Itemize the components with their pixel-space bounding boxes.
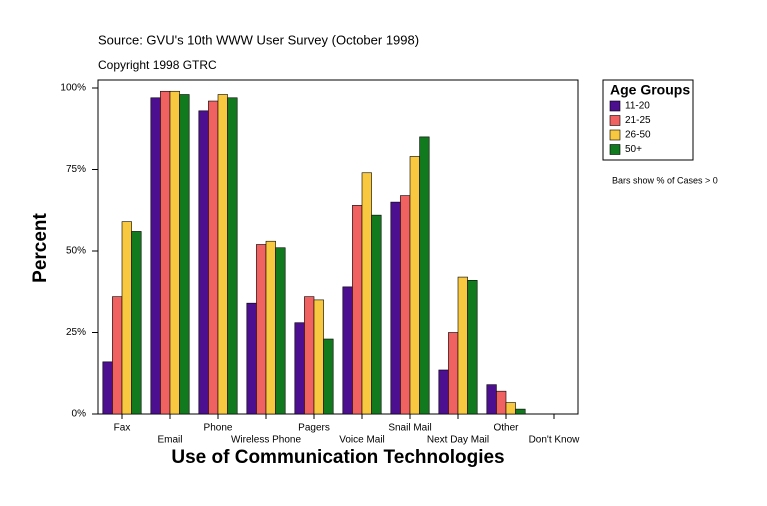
x-tick-label: Phone (204, 423, 233, 434)
bar (112, 296, 123, 415)
legend-label: 50+ (625, 144, 642, 155)
bar (361, 172, 372, 415)
bar (304, 296, 315, 415)
bar (169, 90, 180, 415)
x-tick-label: Fax (114, 423, 131, 434)
bar (515, 408, 526, 415)
chart-title: Source: GVU's 10th WWW User Survey (Octo… (98, 32, 419, 47)
bar (131, 231, 142, 415)
bar (275, 247, 286, 415)
bar (198, 110, 209, 415)
bar (448, 332, 459, 415)
y-tick-label: 100% (60, 83, 86, 94)
bar (227, 97, 238, 415)
bar (400, 195, 411, 415)
bar (208, 100, 219, 415)
y-tick-label: 75% (66, 164, 86, 175)
bar (121, 221, 132, 415)
x-tick-label: Other (493, 423, 519, 434)
x-tick-label: Next Day Mail (427, 435, 489, 446)
legend-label: 11-20 (625, 101, 650, 112)
bar (323, 338, 334, 415)
y-tick-label: 25% (66, 327, 86, 338)
bar (457, 276, 468, 415)
bar (486, 384, 497, 415)
bar (438, 369, 449, 415)
bar (294, 322, 305, 415)
y-axis-label: Percent (30, 212, 51, 282)
bar (265, 240, 276, 415)
bar (150, 97, 161, 415)
bar (342, 286, 353, 415)
legend-swatch (609, 100, 621, 112)
bar (256, 244, 267, 415)
bar (467, 280, 478, 415)
x-tick-label: Voice Mail (339, 435, 385, 446)
legend-swatch (609, 129, 621, 141)
bar (409, 156, 420, 415)
legend-label: 21-25 (625, 115, 651, 126)
x-tick-label: Snail Mail (388, 423, 431, 434)
bar (246, 302, 257, 415)
x-tick-label: Don't Know (529, 435, 581, 446)
bar (390, 201, 401, 415)
bar (352, 205, 363, 415)
bar (160, 90, 171, 415)
y-tick-label: 0% (72, 409, 87, 420)
bar (419, 136, 430, 415)
legend-title: Age Groups (610, 82, 690, 98)
bar (102, 361, 113, 415)
plot-area (97, 79, 579, 415)
bar (496, 390, 507, 415)
bar (217, 94, 228, 415)
bar (313, 299, 324, 415)
bar (371, 214, 382, 415)
bar (179, 94, 190, 415)
note: Bars show % of Cases > 0 (612, 175, 718, 185)
x-tick-label: Email (157, 435, 182, 446)
legend-label: 26-50 (625, 130, 651, 141)
legend-swatch (609, 144, 621, 155)
legend-swatch (609, 115, 621, 126)
y-tick-label: 50% (66, 246, 86, 257)
chart-subtitle: Copyright 1998 GTRC (98, 58, 217, 72)
bar (505, 402, 516, 415)
x-tick-label: Pagers (298, 423, 330, 434)
x-axis-label: Use of Communication Technologies (171, 447, 504, 468)
x-tick-label: Wireless Phone (231, 435, 301, 446)
